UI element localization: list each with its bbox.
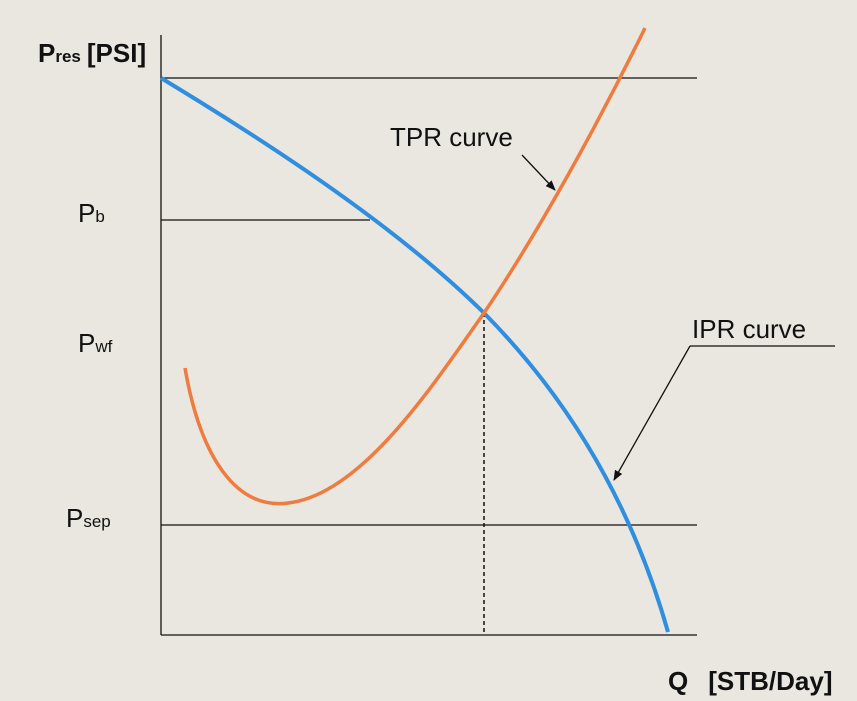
label-part: P [78,198,95,228]
curve-label: IPR curve [692,314,806,344]
label-part: P [66,503,83,533]
ipr-leader [613,345,691,481]
x-axis-label: Q [STB/Day] [668,666,832,696]
label-part: [STB/Day] [708,666,832,696]
label-part: P [38,38,55,68]
tpr-curve [183,27,647,506]
curve-label: TPR curve [390,122,513,152]
level-label: Pb [78,198,105,228]
label-part: wf [94,337,112,356]
label-part: res [55,47,81,66]
label-part: [PSI] [87,38,146,68]
label-part: sep [83,512,110,531]
label-part: b [95,207,104,226]
label-part: Q [668,666,688,696]
level-label: Pwf [78,328,113,358]
y-axis-label: Pres [PSI] [38,38,146,68]
tpr-leader [521,154,556,191]
level-label: Psep [66,503,111,533]
label-part: P [78,328,95,358]
